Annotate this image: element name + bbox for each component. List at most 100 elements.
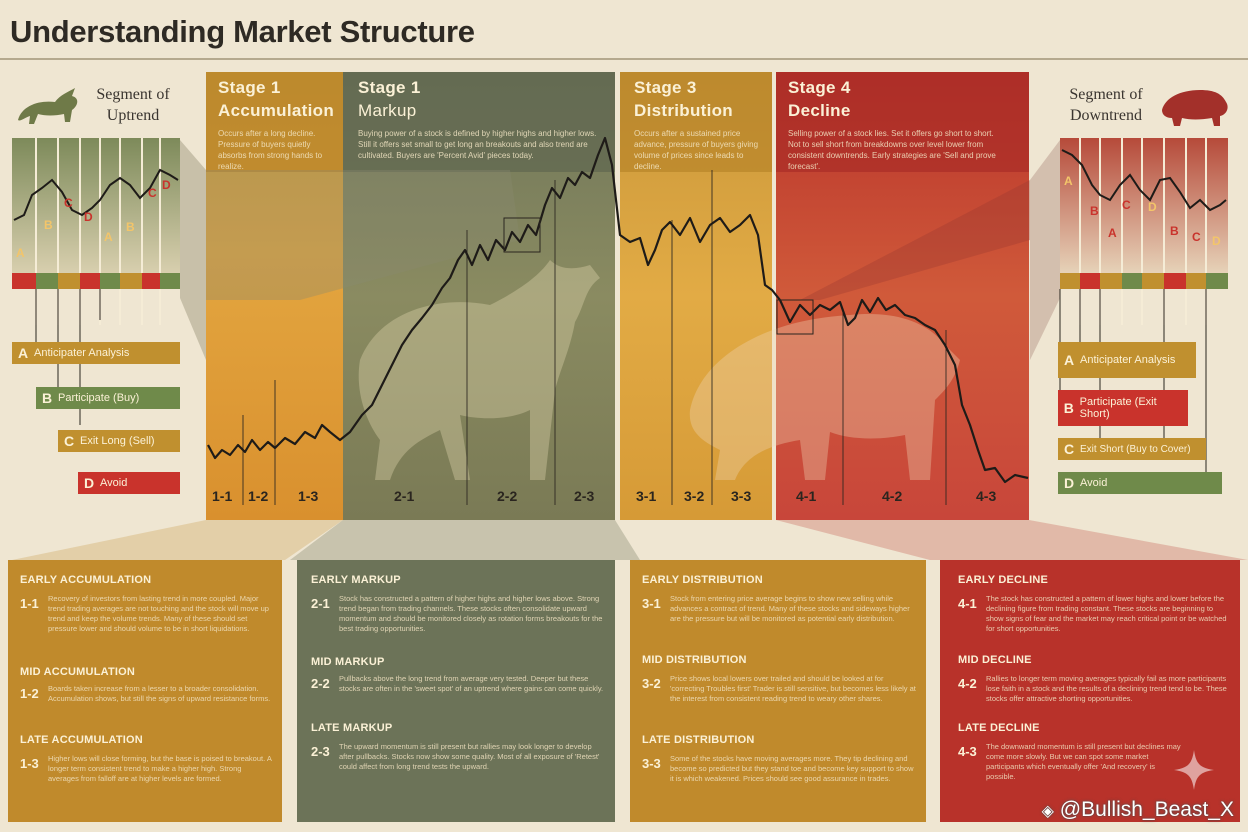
substage-label: 3-1 xyxy=(636,488,657,504)
panel-number: 3-1 xyxy=(642,596,661,611)
stage-name: Decline xyxy=(788,101,851,120)
chart-letter: A xyxy=(16,246,25,260)
panel-heading: MID DISTRIBUTION xyxy=(642,654,747,666)
panel-text: The stock has constructed a pattern of l… xyxy=(986,594,1227,633)
substage-label: 3-2 xyxy=(684,488,705,504)
legend-label: Anticipater Analysis xyxy=(34,347,130,359)
substage-label: 1-2 xyxy=(248,488,269,504)
stage-description: Occurs after a sustained price advance, … xyxy=(634,129,759,171)
panel-heading: MID MARKUP xyxy=(311,656,385,668)
bull-icon xyxy=(18,88,78,124)
legend-label: Avoid xyxy=(100,477,128,489)
stage-number: Stage 1 xyxy=(358,78,421,97)
substage-label: 2-2 xyxy=(497,488,518,504)
panel-heading: EARLY ACCUMULATION xyxy=(20,574,152,586)
legend-letter: B xyxy=(1063,400,1074,416)
panel-text: Rallies to longer term moving averages t… xyxy=(986,674,1227,703)
panel-number: 1-2 xyxy=(20,686,39,701)
chart-letter: D xyxy=(84,210,93,224)
sparkle-icon xyxy=(1174,750,1214,790)
legend-label: Exit Short (Buy to Cover) xyxy=(1080,443,1191,455)
panel-heading: LATE DISTRIBUTION xyxy=(642,734,755,746)
legend-item-c-right: C Exit Short (Buy to Cover) xyxy=(1058,438,1206,460)
watermark: ◈ @Bullish_Beast_X xyxy=(1042,798,1234,822)
stage-name: Distribution xyxy=(634,101,733,120)
chart-letter: A xyxy=(1108,226,1117,240)
panel-text: Recovery of investors from lasting trend… xyxy=(48,594,269,633)
panel-accumulation: EARLY ACCUMULATION 1-1 Recovery of inves… xyxy=(8,560,282,822)
substage-label: 4-1 xyxy=(796,488,817,504)
chart-letter: D xyxy=(1212,234,1221,248)
page-title: Understanding Market Structure xyxy=(10,14,475,49)
legend-letter: D xyxy=(83,475,95,491)
watermark-text: @Bullish_Beast_X xyxy=(1059,798,1234,821)
panel-heading: LATE MARKUP xyxy=(311,722,393,734)
stage-3-header: Stage 3 Distribution Occurs after a sust… xyxy=(634,76,764,172)
panel-text: Pullbacks above the long trend from aver… xyxy=(339,674,604,693)
chart-letter: D xyxy=(1148,200,1157,214)
panel-number: 1-1 xyxy=(20,596,39,611)
panel-heading: LATE ACCUMULATION xyxy=(20,734,143,746)
legend-item-a-right: A Anticipater Analysis xyxy=(1058,342,1196,378)
legend-item-d: D Avoid xyxy=(78,472,180,494)
chart-letter: B xyxy=(1090,204,1099,218)
legend-label: Avoid xyxy=(1080,477,1108,489)
legend-label: Participate (Buy) xyxy=(58,392,140,404)
stage-description: Selling power of a stock lies. Set it of… xyxy=(788,129,996,171)
panel-text: Stock has constructed a pattern of highe… xyxy=(339,594,603,633)
panel-distribution: EARLY DISTRIBUTION 3-1 Stock from enteri… xyxy=(630,560,926,822)
stage-number: Stage 4 xyxy=(788,78,851,97)
market-structure-graphic xyxy=(12,72,1248,560)
chart-letter: C xyxy=(64,196,73,210)
panel-decline: EARLY DECLINE 4-1 The stock has construc… xyxy=(940,560,1240,822)
panel-heading: EARLY MARKUP xyxy=(311,574,401,586)
substage-label: 3-3 xyxy=(731,488,752,504)
chart-letter: C xyxy=(1192,230,1201,244)
chart-letter: B xyxy=(126,220,135,234)
legend-item-a: A Anticipater Analysis xyxy=(12,342,180,364)
panel-number: 1-3 xyxy=(20,756,39,771)
chart-letter: C xyxy=(1122,198,1131,212)
panel-markup: EARLY MARKUP 2-1 Stock has constructed a… xyxy=(297,560,615,822)
legend-item-c: C Exit Long (Sell) xyxy=(58,430,180,452)
title-divider xyxy=(0,58,1248,60)
chart-letter: A xyxy=(1064,174,1073,188)
panel-number: 2-2 xyxy=(311,676,330,691)
legend-label: Anticipater Analysis xyxy=(1080,354,1176,366)
substage-label: 1-3 xyxy=(298,488,319,504)
legend-item-b: B Participate (Buy) xyxy=(36,387,180,409)
legend-letter: B xyxy=(41,390,53,406)
panel-heading: MID DECLINE xyxy=(958,654,1032,666)
panel-number: 2-3 xyxy=(311,744,330,759)
stage-1-header: Stage 1 Accumulation Occurs after a long… xyxy=(218,76,338,172)
panel-number: 3-2 xyxy=(642,676,661,691)
substage-label: 2-3 xyxy=(574,488,595,504)
stage-2-header: Stage 1 Markup Buying power of a stock i… xyxy=(358,76,598,161)
uptrend-segment-title: Segment of Uptrend xyxy=(96,86,170,124)
panel-heading: EARLY DISTRIBUTION xyxy=(642,574,763,586)
legend-letter: C xyxy=(63,433,75,449)
downtrend-segment-title: Segment of Downtrend xyxy=(1069,86,1143,124)
substage-label: 1-1 xyxy=(212,488,233,504)
panel-number: 2-1 xyxy=(311,596,330,611)
panel-text: The downward momentum is still present b… xyxy=(986,742,1181,781)
chart-letter: A xyxy=(104,230,113,244)
downtrend-letters: A B C D A B C D xyxy=(1060,138,1228,273)
stage-description: Buying power of a stock is defined by hi… xyxy=(358,129,597,160)
panel-heading: LATE DECLINE xyxy=(958,722,1040,734)
substage-label: 4-3 xyxy=(976,488,997,504)
diamond-icon: ◈ xyxy=(1041,803,1054,820)
substage-label: 2-1 xyxy=(394,488,415,504)
substage-label: 4-2 xyxy=(882,488,903,504)
stage-name: Markup xyxy=(358,101,417,120)
panel-text: Some of the stocks have moving averages … xyxy=(670,754,914,783)
legend-letter: C xyxy=(1063,441,1075,457)
bear-silhouette xyxy=(689,314,960,480)
panel-number: 4-2 xyxy=(958,676,977,691)
panel-number: 3-3 xyxy=(642,756,661,771)
chart-letter: D xyxy=(162,178,171,192)
chart-letter: B xyxy=(44,218,53,232)
chart-letter: C xyxy=(148,186,157,200)
panel-text: Higher lows will close forming, but the … xyxy=(48,754,272,783)
stage-4-header: Stage 4 Decline Selling power of a stock… xyxy=(788,76,1003,172)
